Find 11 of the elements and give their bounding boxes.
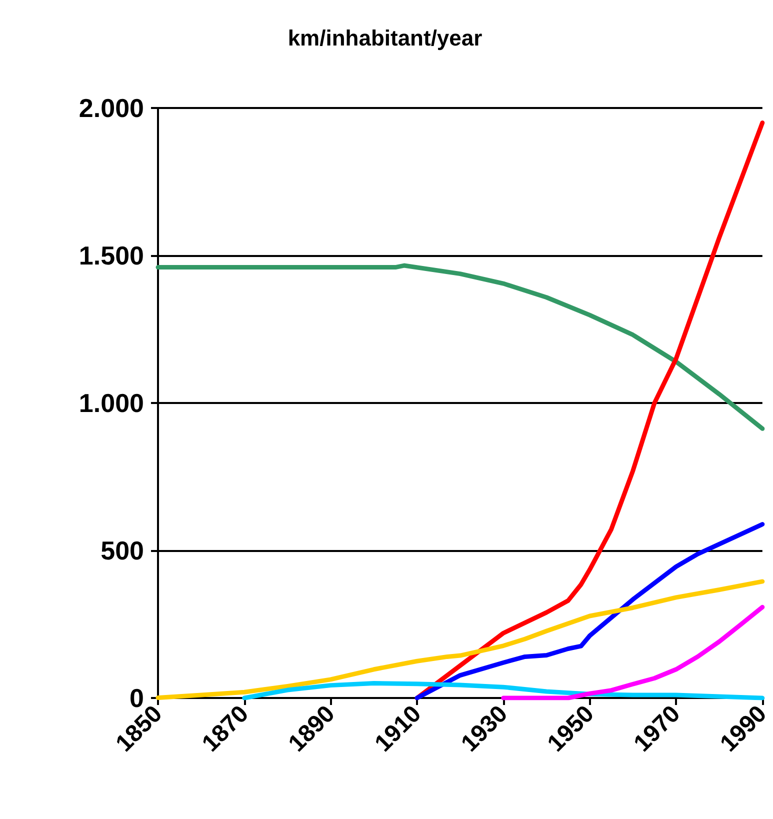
y-tick-label: 2.000 [78,93,144,123]
line-series [501,604,765,700]
y-tick-label: 1.000 [78,388,144,418]
chart-title: km/inhabitant/year [288,26,483,50]
line-series [242,681,765,700]
y-tick-label: 1.500 [78,240,144,270]
line-series [156,263,765,431]
y-tick-label: 500 [100,536,144,566]
line-series [156,579,765,700]
line-series [414,522,765,700]
y-tick-label: 0 [130,683,144,713]
